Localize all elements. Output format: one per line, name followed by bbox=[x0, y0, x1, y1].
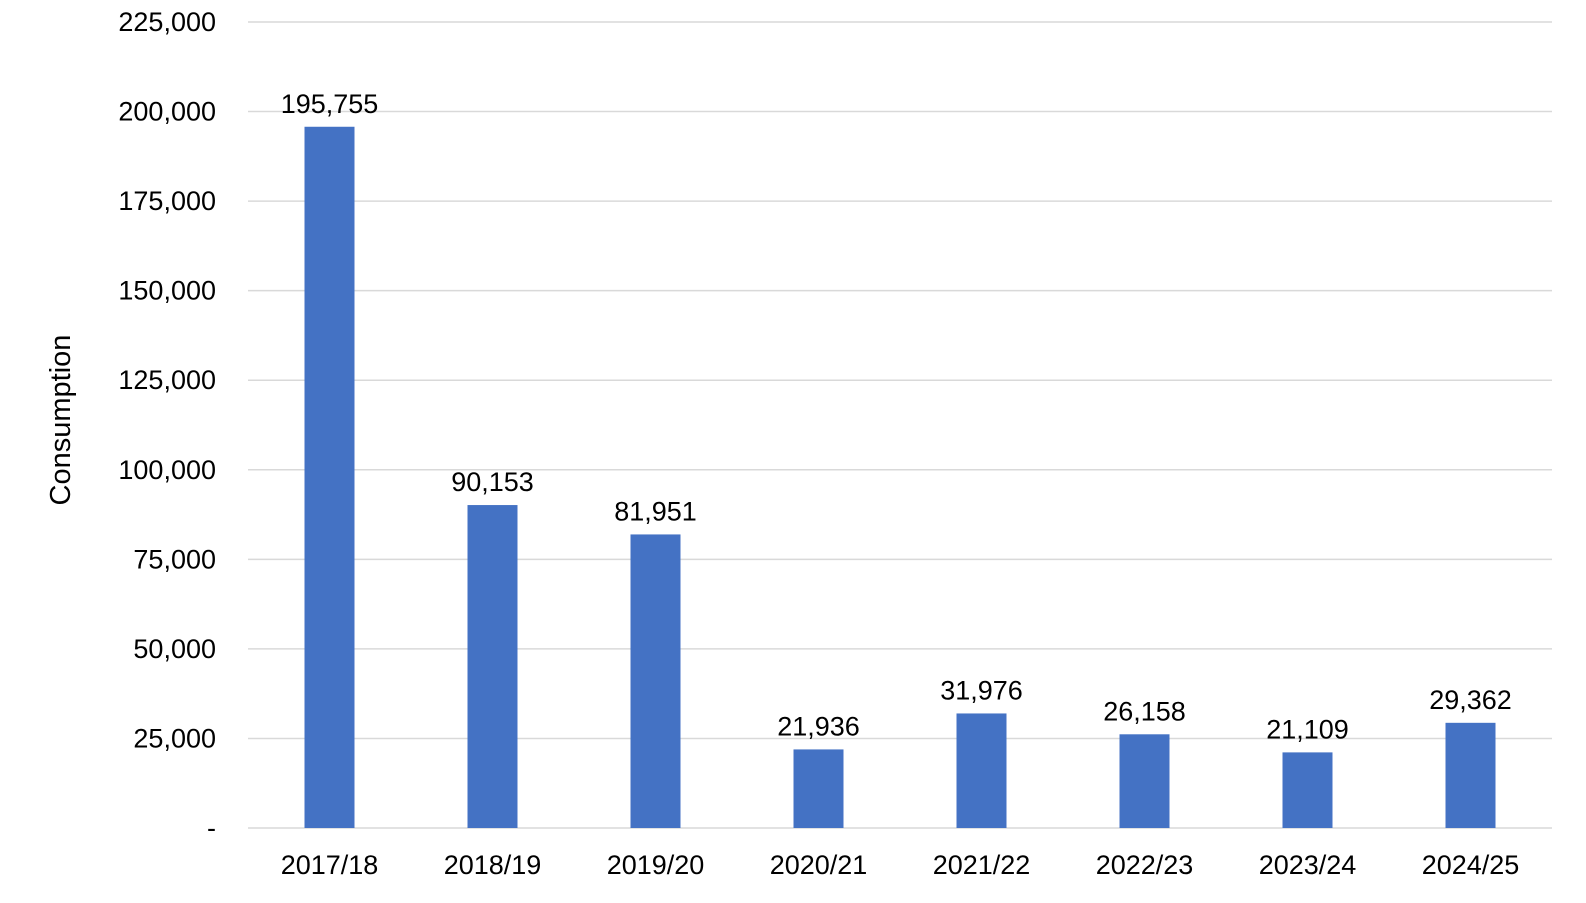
data-label: 21,109 bbox=[1266, 714, 1349, 744]
x-axis-categories: 2017/18 2018/19 2019/20 2020/21 2021/22 2022/… bbox=[281, 850, 1520, 880]
data-label: 26,158 bbox=[1103, 696, 1186, 726]
bar-2020-21 bbox=[793, 749, 844, 828]
y-tick-label: 25,000 bbox=[133, 723, 216, 753]
gridlines bbox=[248, 21, 1552, 829]
x-category-label: 2020/21 bbox=[770, 850, 868, 880]
x-category-label: 2019/20 bbox=[607, 850, 705, 880]
bar-2019-20 bbox=[630, 534, 681, 828]
y-axis-title: Consumption bbox=[45, 335, 77, 506]
data-labels: 195,755 90,153 81,951 21,936 31,976 26,158 21,… bbox=[281, 89, 1512, 745]
bars bbox=[304, 126, 1496, 829]
bar-2024-25 bbox=[1445, 722, 1496, 828]
x-category-label: 2023/24 bbox=[1259, 850, 1357, 880]
data-label: 29,362 bbox=[1429, 685, 1512, 715]
bar-2022-23 bbox=[1119, 734, 1170, 828]
bar-2023-24 bbox=[1282, 752, 1333, 828]
x-category-label: 2018/19 bbox=[444, 850, 542, 880]
y-tick-label: 150,000 bbox=[118, 276, 216, 306]
bar-2018-19 bbox=[467, 505, 518, 828]
y-tick-label: 225,000 bbox=[118, 7, 216, 37]
y-tick-label: 75,000 bbox=[133, 544, 216, 574]
y-tick-label: 175,000 bbox=[118, 186, 216, 216]
y-tick-label: 125,000 bbox=[118, 365, 216, 395]
y-axis-ticks: - 25,000 50,000 75,000 100,000 125,000 150,000… bbox=[118, 7, 216, 843]
bar-2017-18 bbox=[304, 126, 355, 829]
data-label: 195,755 bbox=[281, 89, 379, 119]
y-tick-label: - bbox=[207, 813, 216, 843]
y-tick-label: 50,000 bbox=[133, 634, 216, 664]
x-category-label: 2017/18 bbox=[281, 850, 379, 880]
data-label: 81,951 bbox=[614, 496, 697, 526]
bar-2021-22 bbox=[956, 713, 1007, 828]
y-tick-label: 200,000 bbox=[118, 97, 216, 127]
data-label: 90,153 bbox=[451, 467, 534, 497]
x-category-label: 2024/25 bbox=[1422, 850, 1520, 880]
data-label: 31,976 bbox=[940, 675, 1023, 705]
x-category-label: 2022/23 bbox=[1096, 850, 1194, 880]
x-category-label: 2021/22 bbox=[933, 850, 1031, 880]
y-tick-label: 100,000 bbox=[118, 455, 216, 485]
data-label: 21,936 bbox=[777, 711, 860, 741]
